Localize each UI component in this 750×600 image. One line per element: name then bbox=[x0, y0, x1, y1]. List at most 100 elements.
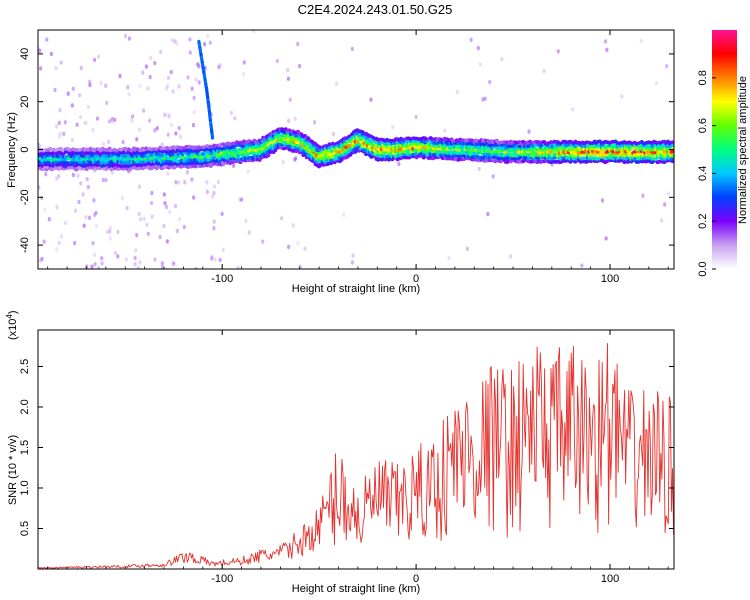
figure-title: C2E4.2024.243.01.50.G25 bbox=[298, 2, 453, 17]
spectrogram-speckle bbox=[275, 58, 279, 64]
snr-series-line bbox=[38, 342, 674, 569]
spectrogram-speckle bbox=[197, 80, 201, 85]
spectrogram-speckle bbox=[76, 173, 80, 178]
spectrogram-speckle bbox=[88, 79, 92, 84]
spectrogram-speckle bbox=[84, 215, 88, 220]
spectrogram-speckle bbox=[153, 257, 157, 262]
spectrogram-speckle bbox=[148, 118, 152, 123]
spectrogram-ridge-cell bbox=[671, 140, 674, 145]
spectrogram-speckle bbox=[342, 212, 346, 217]
spectrogram-speckle bbox=[57, 120, 61, 126]
spectrogram-speckle bbox=[55, 204, 59, 210]
spectrogram-speckle bbox=[571, 107, 575, 112]
spectrogram-speckle bbox=[205, 180, 209, 185]
spectrogram-speckle bbox=[288, 97, 292, 102]
spectrogram-speckle bbox=[182, 224, 186, 230]
spectrogram-speckle bbox=[99, 80, 103, 86]
spectrogram-speckle bbox=[38, 258, 43, 263]
spectrogram-speckle bbox=[604, 39, 608, 44]
spectrogram-speckle bbox=[169, 69, 173, 75]
spectrogram-speckle bbox=[153, 128, 157, 133]
spectrogram-speckle bbox=[188, 37, 192, 42]
spectrogram-speckle bbox=[178, 134, 183, 139]
spectrogram-speckle bbox=[149, 55, 153, 61]
spectrogram-speckle bbox=[105, 229, 109, 235]
spectrogram-speckle bbox=[281, 160, 285, 165]
spectrogram-speckle bbox=[142, 108, 146, 113]
spectrogram-speckle bbox=[483, 96, 487, 101]
spectrogram-speckle bbox=[88, 82, 92, 88]
spectrogram-speckle bbox=[148, 74, 152, 80]
spectrogram-speckle bbox=[135, 137, 139, 142]
spectrogram-speckle bbox=[138, 83, 142, 89]
spectrogram-speckle bbox=[232, 163, 236, 168]
spectrogram-speckle bbox=[71, 172, 75, 178]
snr-panel: -100 0 100 0.5 1.0 1.5 2.0 2.5 Height of straig… bbox=[5, 310, 675, 595]
spectrogram-speckle bbox=[73, 240, 77, 246]
spectrogram-speckle bbox=[95, 116, 100, 121]
spectrogram-speckle bbox=[455, 89, 459, 95]
spectrogram-marks bbox=[38, 30, 674, 269]
spectrogram-speckle bbox=[137, 184, 142, 189]
spectrogram-frame bbox=[37, 29, 675, 270]
spectrogram-speckle bbox=[81, 192, 85, 197]
spectrogram-speckle bbox=[135, 232, 139, 238]
spectrogram-speckle bbox=[194, 266, 198, 269]
spectrogram-speckle bbox=[160, 142, 164, 147]
colorbar-tick-label: 0.4 bbox=[697, 166, 709, 181]
spectrogram-speckle bbox=[488, 79, 492, 85]
spectrogram-ridge-cell bbox=[671, 159, 674, 164]
spectrogram-speckle bbox=[150, 200, 154, 206]
spectrogram-speckle bbox=[160, 261, 164, 266]
spectrogram-speckle bbox=[206, 33, 210, 38]
spectrogram-speckle bbox=[213, 257, 217, 262]
spectrogram-speckle bbox=[212, 219, 216, 224]
spectrogram-speckle bbox=[242, 72, 246, 77]
spectrogram-speckle bbox=[335, 81, 339, 86]
spectrogram-speckle bbox=[107, 139, 111, 145]
spectrogram-speckle bbox=[116, 229, 120, 235]
spectrogram-speckle bbox=[527, 129, 531, 134]
spectrogram-speckle bbox=[59, 60, 63, 65]
spectrogram-speckle bbox=[213, 184, 217, 189]
spectrogram-speckle bbox=[47, 217, 51, 222]
snr-y-tick-label: 2.0 bbox=[19, 399, 31, 414]
spectrogram-speckle bbox=[166, 171, 170, 176]
snr-frame bbox=[37, 329, 675, 570]
spectrogram-speckle bbox=[43, 207, 47, 212]
spectrogram-speckle bbox=[190, 86, 194, 91]
spectrogram-speckle bbox=[120, 196, 124, 201]
snr-x-axis-label: Height of straight line (km) bbox=[292, 583, 420, 595]
spectrogram-speckle bbox=[391, 124, 395, 130]
spectrogram-speckle bbox=[665, 63, 669, 69]
colorbar-tick-label: 0.8 bbox=[697, 70, 709, 85]
colorbar-axis: 0.0 0.2 0.4 0.6 0.8 bbox=[697, 70, 716, 277]
snr-y-tick-label: 1.0 bbox=[19, 480, 31, 495]
spectrogram-speckle bbox=[123, 33, 127, 39]
spectrogram-y-tick-label: 20 bbox=[19, 96, 31, 108]
spectrogram-speckle bbox=[104, 83, 108, 88]
spectrogram-speckle bbox=[53, 87, 57, 93]
spectrogram-panel: -100 0 100 -40 -20 0 20 40 Height of straight l… bbox=[6, 29, 675, 295]
spectrogram-speckle bbox=[162, 223, 166, 229]
spectrogram-speckle bbox=[447, 256, 451, 261]
spectrogram-speckle bbox=[163, 112, 167, 118]
spectrogram-speckle bbox=[331, 131, 335, 137]
spectrogram-speckle bbox=[124, 257, 128, 262]
spectrogram-speckle bbox=[57, 240, 61, 245]
spectrogram-speckle bbox=[197, 64, 201, 69]
spectrogram-speckle bbox=[208, 40, 212, 45]
spectrogram-speckle bbox=[509, 254, 513, 259]
spectrogram-speckle bbox=[93, 212, 97, 218]
spectrogram-speckle bbox=[287, 244, 291, 250]
spectrogram-x-axis-label: Height of straight line (km) bbox=[292, 283, 420, 295]
spectrogram-speckle bbox=[170, 38, 174, 43]
spectrogram-speckle bbox=[465, 246, 469, 252]
spectrogram-speckle bbox=[287, 118, 291, 124]
spectrogram-speckle bbox=[78, 93, 82, 98]
spectrogram-speckle bbox=[194, 77, 198, 82]
spectrogram-speckle bbox=[350, 260, 354, 265]
spectrogram-speckle bbox=[286, 68, 290, 73]
spectrogram-speckle bbox=[178, 216, 182, 222]
spectrogram-speckle bbox=[244, 218, 248, 223]
